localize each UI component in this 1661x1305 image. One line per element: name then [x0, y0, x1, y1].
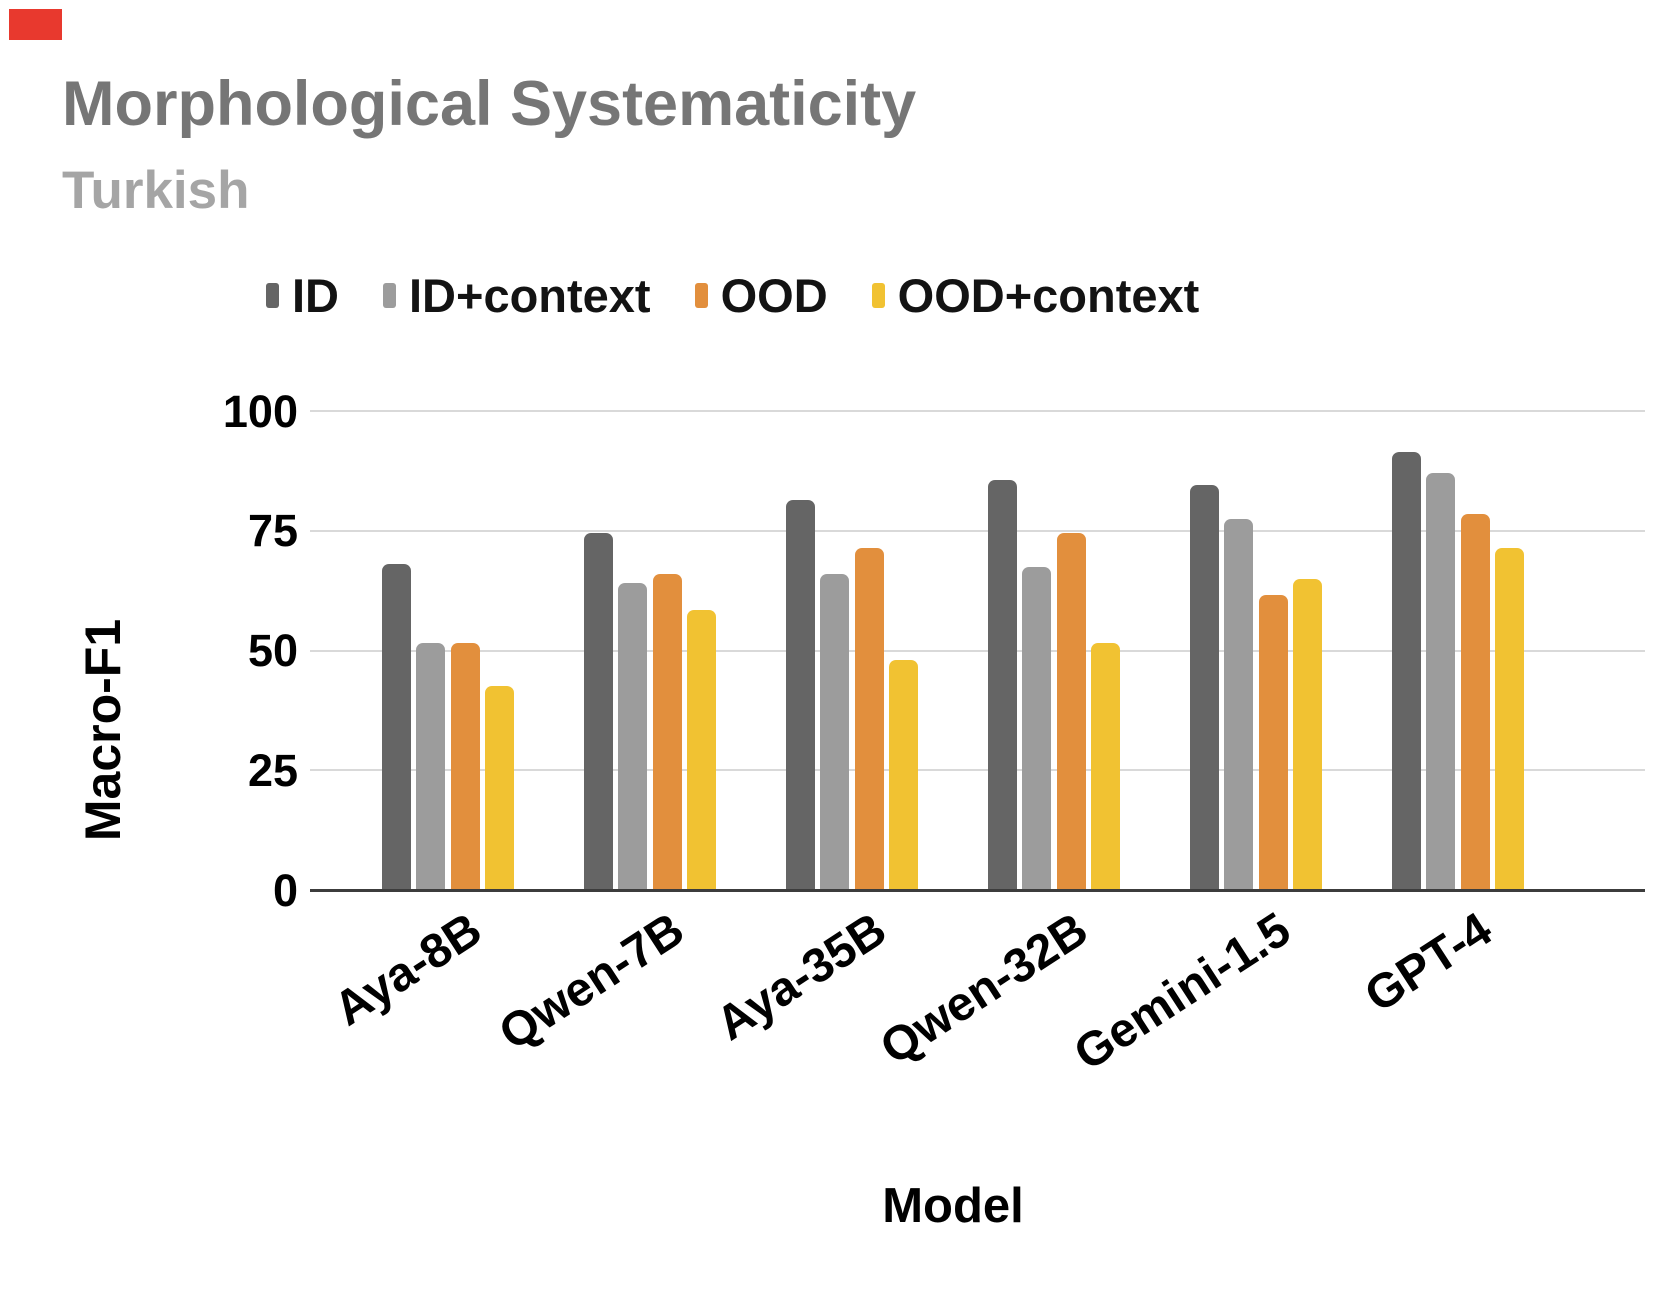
bar-Qwen-7B-OOD+context	[686, 609, 716, 890]
legend-label: OOD+context	[897, 269, 1200, 322]
x-tick-label-Qwen-32B: Qwen-32B	[871, 902, 1098, 1076]
bar-Gemini-1.5-OOD+context	[1292, 578, 1322, 890]
bar-Aya-8B-OOD+context	[484, 686, 514, 890]
bar-GPT-4-OOD+context	[1494, 547, 1524, 890]
bar-GPT-4-ID+context	[1426, 473, 1456, 890]
bar-Qwen-32B-OOD+context	[1090, 643, 1120, 890]
gridline-50	[310, 649, 1645, 652]
legend-item-OOD: OOD	[694, 268, 828, 323]
bar-Qwen-7B-ID+context	[618, 583, 648, 890]
red-marker	[9, 9, 62, 40]
y-tick-label-0: 0	[272, 864, 298, 916]
bar-Qwen-32B-OOD	[1056, 533, 1086, 890]
gridline-25	[310, 769, 1645, 772]
bar-Qwen-32B-ID+context	[1022, 566, 1052, 890]
bar-Gemini-1.5-ID+context	[1224, 518, 1254, 890]
legend-label: ID	[292, 269, 339, 322]
bar-GPT-4-OOD	[1460, 513, 1490, 890]
legend-item-OOD+context: OOD+context	[871, 268, 1200, 323]
legend-item-ID+context: ID+context	[383, 268, 651, 323]
x-axis-title: Model	[882, 1179, 1024, 1233]
x-tick-label-GPT-4: GPT-4	[1356, 902, 1502, 1023]
x-tick-label-Gemini-1.5: Gemini-1.5	[1064, 902, 1300, 1081]
legend-swatch-icon	[871, 283, 885, 308]
y-tick-label-25: 25	[247, 744, 298, 796]
gridline-75	[310, 529, 1645, 532]
bar-Aya-35B-ID+context	[820, 573, 850, 890]
bar-Aya-35B-OOD	[854, 547, 884, 890]
bar-Qwen-32B-ID	[988, 480, 1017, 890]
legend-label: ID+context	[409, 269, 651, 322]
gridline-100	[310, 410, 1645, 412]
x-tick-label-Aya-8B: Aya-8B	[325, 902, 492, 1037]
y-tick-label-100: 100	[222, 385, 298, 437]
bar-Aya-8B-ID+context	[416, 643, 446, 890]
bar-Gemini-1.5-ID	[1190, 485, 1219, 890]
chart-subtitle: Turkish	[62, 161, 250, 220]
y-axis-title: Macro-F1	[75, 618, 131, 842]
bar-Gemini-1.5-OOD	[1258, 595, 1288, 890]
bar-Aya-35B-ID	[786, 499, 815, 890]
y-tick-label-75: 75	[247, 505, 298, 557]
legend-label: OOD	[720, 269, 828, 322]
legend: ID ID+context OOD OOD+context	[266, 268, 1199, 323]
bar-GPT-4-ID	[1392, 451, 1421, 890]
bar-Qwen-7B-ID	[584, 533, 613, 890]
legend-swatch-icon	[383, 283, 396, 308]
x-tick-label-Qwen-7B: Qwen-7B	[490, 902, 694, 1061]
bar-Aya-35B-OOD+context	[888, 660, 918, 890]
bar-Aya-8B-OOD	[450, 643, 480, 890]
chart-title: Morphological Systematicity	[62, 69, 917, 139]
bar-Qwen-7B-OOD	[652, 573, 682, 890]
bar-Aya-8B-ID	[382, 564, 411, 890]
x-axis-line	[310, 888, 1645, 892]
x-tick-label-Aya-35B: Aya-35B	[706, 902, 896, 1051]
legend-swatch-icon	[266, 283, 279, 308]
legend-swatch-icon	[694, 283, 708, 308]
legend-item-ID: ID	[266, 268, 339, 323]
y-tick-label-50: 50	[247, 625, 298, 676]
